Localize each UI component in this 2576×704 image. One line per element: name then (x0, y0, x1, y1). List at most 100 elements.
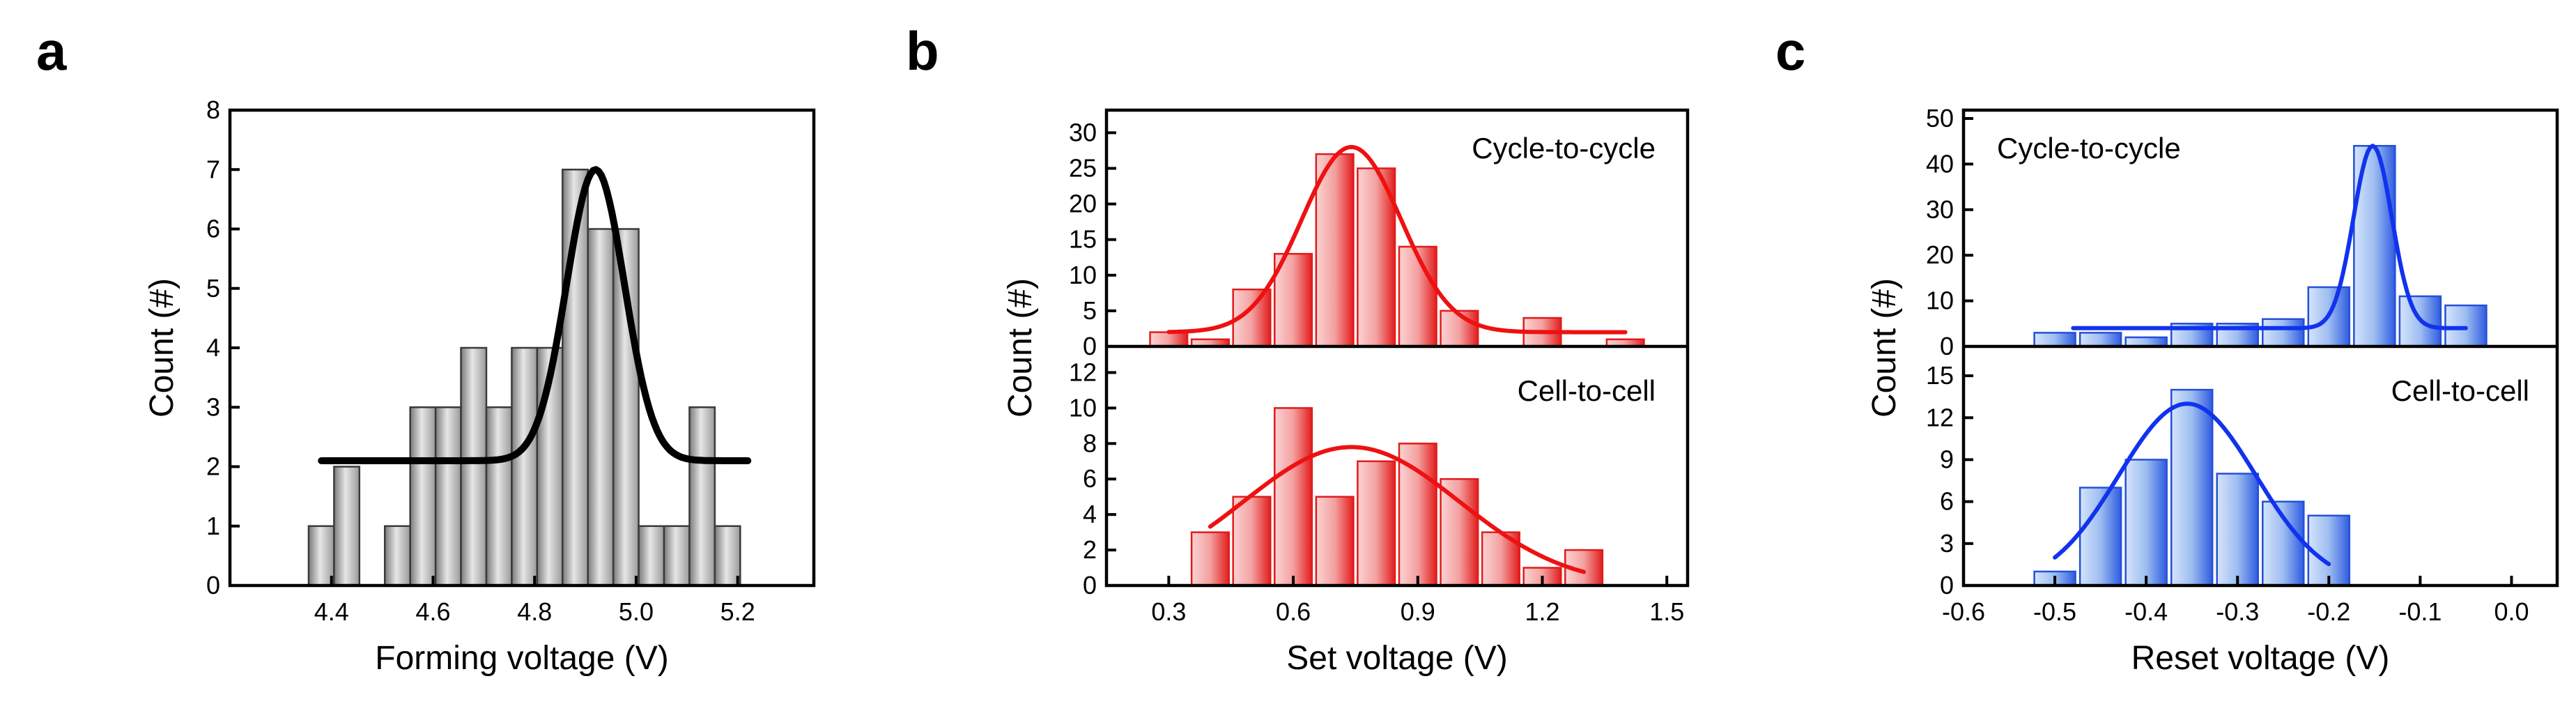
panel-b-top-annotation: Cycle-to-cycle (1472, 132, 1656, 164)
y-tick-label: 0 (206, 571, 220, 599)
fit-curve (2053, 401, 2331, 567)
bar (587, 228, 615, 587)
fit-curve (318, 166, 752, 464)
y-tick-label: 0 (1083, 571, 1097, 599)
y-tick-label: 6 (206, 215, 220, 243)
bar (1315, 153, 1355, 348)
bar (1357, 460, 1396, 587)
y-tick-label: 4 (206, 333, 220, 362)
y-tick-label: 12 (1069, 358, 1097, 386)
panel-b-bottom-annotation: Cell-to-cell (1518, 374, 1656, 407)
y-tick-label: 3 (206, 392, 220, 421)
y-tick-label: 15 (1069, 225, 1097, 254)
x-tick-label: -0.2 (2307, 597, 2350, 626)
bar (688, 406, 716, 587)
y-tick-label: 8 (1083, 429, 1097, 457)
x-tick-label: 0.0 (2494, 597, 2529, 626)
bar (612, 228, 640, 587)
y-tick-label: 25 (1069, 154, 1097, 183)
y-tick-label: 5 (206, 274, 220, 303)
bar (333, 466, 361, 587)
y-tick-label: 30 (1069, 118, 1097, 146)
x-tick-label: -0.6 (1942, 597, 1985, 626)
panel-b-ylabel: Count (#) (1002, 278, 1039, 418)
y-tick-label: 6 (1940, 487, 1954, 516)
y-tick-label: 20 (1069, 190, 1097, 218)
bar (2262, 318, 2305, 348)
bar (434, 406, 462, 587)
y-tick-label: 7 (206, 155, 220, 183)
bar (1274, 252, 1313, 348)
fit-curve (1166, 144, 1628, 335)
y-tick-label: 4 (1083, 500, 1097, 528)
x-tick-label: -0.5 (2033, 597, 2076, 626)
bar (384, 525, 411, 587)
bar (409, 406, 437, 587)
bar (511, 346, 539, 587)
x-tick-label: -0.4 (2124, 597, 2168, 626)
y-tick-label: 6 (1083, 464, 1097, 493)
x-tick-label: 0.3 (1151, 597, 1186, 626)
bar (1398, 443, 1437, 587)
panel-c-top-annotation: Cycle-to-cycle (1997, 132, 2181, 164)
bar (2307, 514, 2351, 587)
y-tick-label: 15 (1926, 361, 1954, 390)
bar (2078, 332, 2122, 348)
fit-curve (2071, 144, 2468, 330)
x-tick-label: -0.1 (2398, 597, 2442, 626)
panel-c: c 0 10 20 30 40 50 0 3 6 9 12 15 -0.6 -0.5 -0.4 -0.3 -0.… (1775, 20, 2559, 677)
bar (2170, 388, 2214, 587)
bar (485, 406, 513, 587)
fit-curve (1208, 445, 1587, 574)
y-tick-label: 8 (206, 95, 220, 124)
x-tick-label: 4.8 (517, 597, 552, 626)
panel-c-xlabel: Reset voltage (V) (2131, 640, 2390, 677)
y-tick-label: 0 (1083, 332, 1097, 360)
x-tick-label: 5.2 (720, 597, 755, 626)
y-tick-label: 3 (1940, 529, 1954, 558)
y-tick-label: 12 (1926, 403, 1954, 431)
x-tick-label: 0.9 (1401, 597, 1435, 626)
panel-a-frame (228, 108, 816, 588)
x-tick-label: 1.5 (1649, 597, 1684, 626)
y-tick-label: 50 (1926, 104, 1954, 132)
bar (2124, 459, 2168, 587)
y-tick-label: 40 (1926, 149, 1954, 178)
x-tick-label: 0.6 (1276, 597, 1311, 626)
panel-a-ylabel: Count (#) (144, 278, 180, 418)
bar (460, 346, 488, 587)
panel-c-plot: 0 10 20 30 40 50 0 3 6 9 12 15 -0.6 -0.5 -0.4 -0.3 -0.2 -… (1926, 104, 2529, 626)
panel-a-xlabel: Forming voltage (V) (375, 640, 668, 677)
panel-letter-b: b (906, 20, 939, 82)
bar (1274, 407, 1313, 587)
bar (1440, 477, 1479, 587)
panel-b-xlabel: Set voltage (V) (1286, 640, 1507, 677)
y-tick-label: 10 (1069, 393, 1097, 422)
bar (2216, 473, 2259, 587)
y-tick-label: 2 (206, 452, 220, 481)
panel-b: b 0 5 10 15 20 25 30 0 2 4 6 8 10 12 0.3 0.6 0.9 1.2 1.5 C… (906, 20, 1690, 677)
bar (663, 525, 691, 587)
y-tick-label: 0 (1940, 332, 1954, 360)
panel-a-plot: 0 1 2 3 4 5 6 7 8 4.4 4.6 4.8 5.0 5.2 (206, 95, 755, 626)
bar (1315, 496, 1355, 587)
y-tick-label: 0 (1940, 571, 1954, 599)
x-tick-label: -0.3 (2216, 597, 2259, 626)
y-tick-label: 1 (206, 512, 220, 540)
y-tick-label: 2 (1083, 535, 1097, 564)
bar (1232, 496, 1272, 587)
y-tick-label: 30 (1926, 195, 1954, 224)
panel-letter-c: c (1775, 20, 1805, 82)
x-tick-label: 5.0 (619, 597, 654, 626)
bar (638, 525, 665, 587)
y-tick-label: 5 (1083, 296, 1097, 325)
panel-b-plot: 0 5 10 15 20 25 30 0 2 4 6 8 10 12 0.3 0.6 0.9 1.2 1.5 (1069, 118, 1684, 626)
panel-c-ylabel: Count (#) (1866, 278, 1903, 418)
y-tick-label: 10 (1069, 261, 1097, 289)
x-tick-label: 1.2 (1525, 597, 1559, 626)
bar (1149, 331, 1189, 348)
panel-letter-a: a (36, 20, 67, 82)
bar (1190, 531, 1230, 587)
y-tick-label: 10 (1926, 286, 1954, 315)
